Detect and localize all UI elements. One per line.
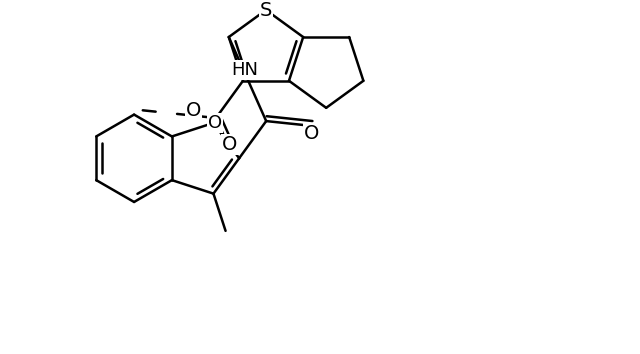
Text: S: S [260, 0, 272, 19]
Text: O: O [209, 114, 223, 132]
Text: O: O [304, 124, 319, 143]
Text: HN: HN [231, 61, 258, 79]
Text: O: O [186, 102, 202, 120]
Text: O: O [222, 136, 237, 154]
